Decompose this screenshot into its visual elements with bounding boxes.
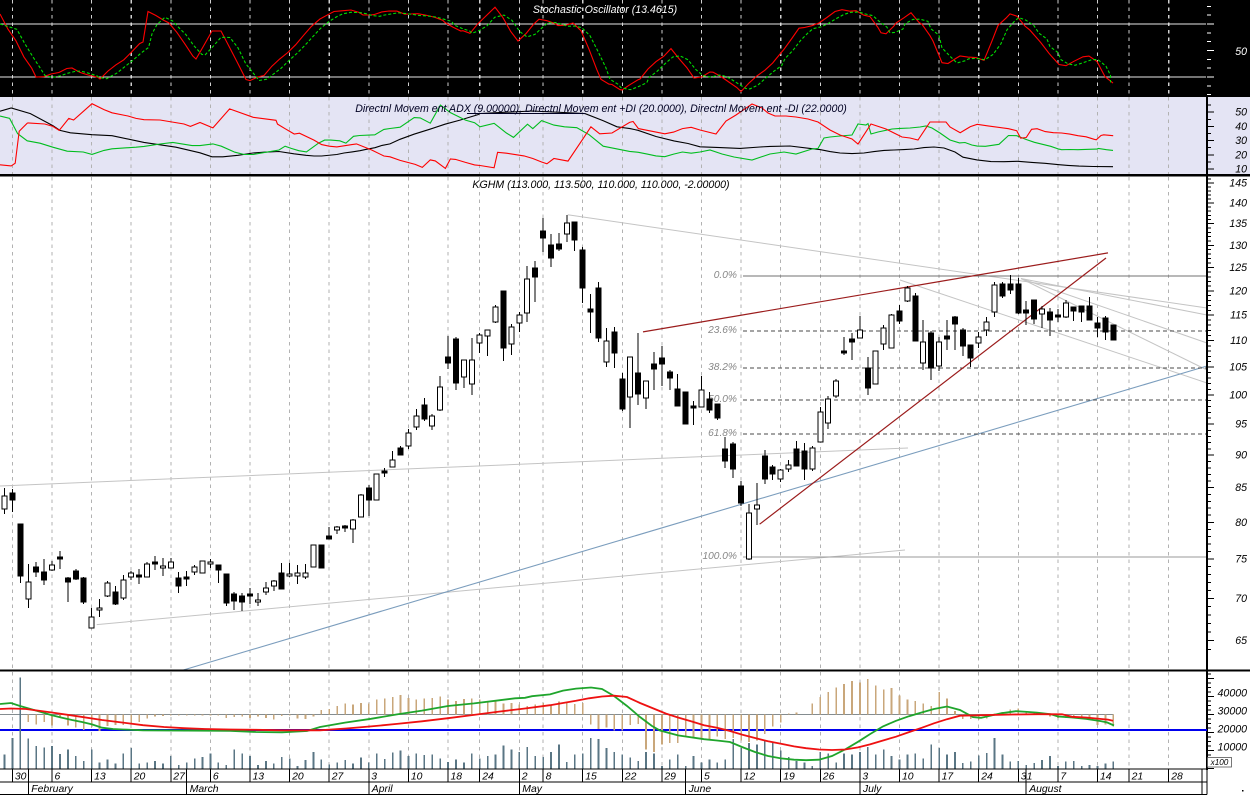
svg-text:7: 7 (1060, 772, 1067, 783)
svg-text:Directnl Movem ent ADX (9.0000: Directnl Movem ent ADX (9.00000), Direct… (355, 103, 847, 115)
svg-text:13: 13 (253, 772, 265, 783)
svg-text:61.8%: 61.8% (708, 428, 737, 439)
svg-text:105: 105 (1229, 362, 1247, 374)
svg-text:90: 90 (1235, 450, 1247, 462)
svg-text:13: 13 (94, 772, 106, 783)
svg-text:18: 18 (451, 772, 463, 783)
svg-text:April: April (371, 784, 393, 795)
svg-text:135: 135 (1229, 218, 1247, 230)
svg-text:30: 30 (1235, 135, 1247, 147)
svg-text:27: 27 (331, 772, 345, 783)
svg-text:24: 24 (980, 772, 993, 783)
svg-text:50.0%: 50.0% (708, 394, 737, 405)
svg-text:KGHM (113.000, 113.500, 110.00: KGHM (113.000, 113.500, 110.000, 110.000… (472, 179, 729, 191)
svg-text:38.2%: 38.2% (708, 362, 737, 373)
svg-text:2: 2 (521, 772, 528, 783)
svg-text:75: 75 (1235, 554, 1247, 566)
svg-text:20000: 20000 (1217, 724, 1248, 736)
svg-text:10000: 10000 (1218, 742, 1248, 754)
svg-text:125: 125 (1229, 262, 1247, 274)
svg-text:14: 14 (1100, 772, 1112, 783)
svg-text:29: 29 (663, 772, 676, 783)
svg-text:130: 130 (1229, 240, 1247, 252)
svg-text:6: 6 (55, 772, 61, 783)
svg-text:120: 120 (1229, 285, 1247, 297)
svg-text:140: 140 (1229, 198, 1247, 210)
svg-text:Stochastic Oscillator (13.4615: Stochastic Oscillator (13.4615) (533, 4, 677, 16)
svg-text:3: 3 (371, 772, 377, 783)
svg-text:February: February (31, 784, 73, 795)
svg-text:24: 24 (481, 772, 494, 783)
svg-text:20: 20 (291, 772, 304, 783)
svg-text:50: 50 (1235, 46, 1247, 58)
svg-text:110: 110 (1230, 335, 1247, 347)
svg-text:70: 70 (1235, 593, 1247, 605)
svg-text:95: 95 (1235, 419, 1247, 431)
svg-text:100: 100 (1229, 390, 1247, 402)
svg-text:15: 15 (585, 772, 597, 783)
svg-text:22: 22 (624, 772, 637, 783)
svg-text:100.0%: 100.0% (702, 551, 737, 562)
svg-text:30000: 30000 (1218, 706, 1248, 718)
svg-text:20: 20 (133, 772, 146, 783)
svg-text:30: 30 (15, 772, 27, 783)
svg-text:27: 27 (172, 772, 186, 783)
svg-text:0.0%: 0.0% (714, 270, 737, 281)
svg-text:10: 10 (1235, 164, 1247, 176)
svg-text:6: 6 (213, 772, 219, 783)
svg-text:May: May (522, 784, 542, 795)
svg-text:80: 80 (1235, 517, 1247, 529)
svg-text:26: 26 (822, 772, 835, 783)
svg-text:July: July (862, 784, 882, 795)
svg-text:145: 145 (1229, 178, 1247, 190)
svg-text:65: 65 (1235, 635, 1247, 647)
svg-text:40: 40 (1235, 121, 1247, 133)
svg-text:40000: 40000 (1218, 688, 1248, 700)
svg-text:21: 21 (1131, 772, 1144, 783)
svg-text:5: 5 (704, 772, 710, 783)
svg-text:August: August (1028, 784, 1062, 795)
svg-text:17: 17 (942, 772, 955, 783)
svg-text:50: 50 (1235, 107, 1247, 119)
svg-text:85: 85 (1235, 482, 1247, 494)
svg-text:10: 10 (411, 772, 423, 783)
svg-text:March: March (190, 784, 219, 795)
svg-text:115: 115 (1230, 310, 1247, 322)
svg-text:23.6%: 23.6% (707, 325, 737, 336)
svg-text:10: 10 (902, 772, 914, 783)
svg-text:28: 28 (1170, 772, 1183, 783)
svg-text:3: 3 (862, 772, 868, 783)
svg-text:12: 12 (744, 772, 756, 783)
svg-text:19: 19 (783, 772, 795, 783)
svg-text:8: 8 (546, 772, 552, 783)
svg-text:June: June (688, 784, 712, 795)
svg-text:20: 20 (1234, 149, 1247, 161)
svg-text:31: 31 (1021, 772, 1033, 783)
svg-text:x100: x100 (1210, 758, 1229, 767)
